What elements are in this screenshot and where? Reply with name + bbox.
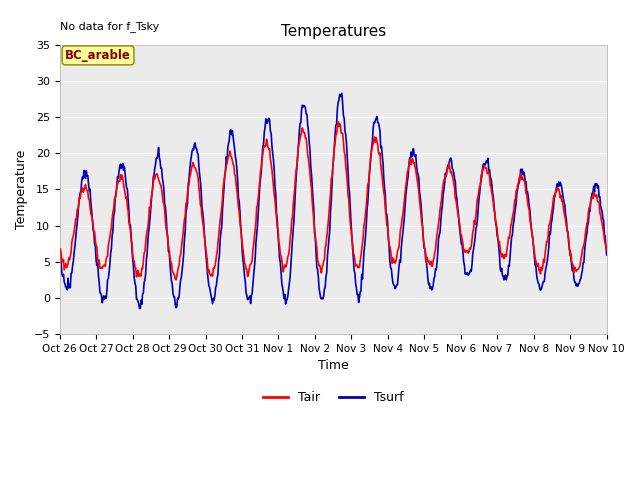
Tair — [417, 213, 425, 219]
Tair — [179, 240, 186, 245]
Title: Temperatures: Temperatures — [280, 24, 386, 39]
Legend: Tair, Tsurf: Tair, Tsurf — [258, 386, 408, 409]
Text: No data for f_Tsky: No data for f_Tsky — [60, 22, 159, 32]
Tsurf — [136, 306, 143, 312]
Tsurf — [179, 267, 186, 273]
Tsurf — [122, 179, 130, 185]
X-axis label: Time: Time — [318, 360, 349, 372]
Tair — [207, 273, 215, 279]
Line: Tair: Tair — [60, 122, 607, 280]
Tair — [603, 248, 611, 253]
Tair — [66, 257, 74, 263]
Tsurf — [603, 252, 611, 258]
Tsurf — [56, 248, 63, 253]
Text: BC_arable: BC_arable — [65, 49, 131, 62]
Tsurf — [338, 90, 346, 96]
Line: Tsurf: Tsurf — [60, 93, 607, 309]
Tsurf — [401, 203, 409, 209]
Y-axis label: Temperature: Temperature — [15, 150, 28, 229]
Tsurf — [417, 202, 425, 207]
Tair — [172, 277, 180, 283]
Tair — [401, 190, 409, 196]
Tair — [334, 119, 342, 125]
Tair — [56, 247, 63, 252]
Tair — [122, 196, 130, 202]
Tsurf — [66, 281, 74, 287]
Tsurf — [207, 293, 215, 299]
